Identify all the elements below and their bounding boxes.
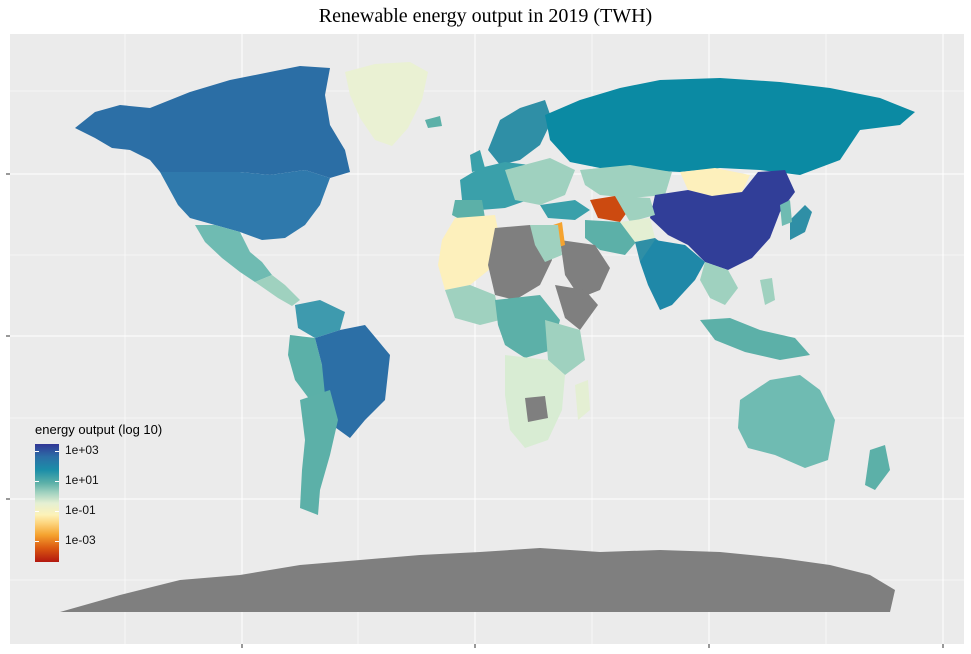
region-china bbox=[650, 170, 795, 270]
region-philippines bbox=[760, 278, 775, 305]
map-title: Renewable energy output in 2019 (TWH) bbox=[318, 5, 653, 27]
legend-tick-label: 1e+01 bbox=[65, 473, 99, 487]
region-antarctica bbox=[60, 548, 895, 612]
region-afghanistan bbox=[620, 218, 655, 242]
region-north-africa-west bbox=[438, 215, 500, 290]
region-scandinavia bbox=[488, 100, 552, 165]
region-turkey bbox=[540, 200, 590, 220]
region-peru-bolivia bbox=[288, 335, 330, 400]
legend-title: energy output (log 10) bbox=[35, 422, 163, 437]
region-arabia bbox=[560, 240, 610, 298]
region-iceland bbox=[425, 116, 442, 128]
region-central-america bbox=[255, 275, 300, 306]
region-australia bbox=[738, 375, 835, 468]
region-horn-of-africa bbox=[555, 285, 598, 330]
region-colombia-venezuela bbox=[295, 300, 345, 338]
region-mexico bbox=[195, 225, 272, 282]
legend-tick-label: 1e-03 bbox=[65, 533, 96, 547]
region-east-africa bbox=[545, 320, 585, 375]
axis-ticks bbox=[6, 173, 944, 648]
region-southern-cone bbox=[300, 390, 338, 515]
region-mongolia bbox=[680, 168, 750, 196]
legend-tick-label: 1e+03 bbox=[65, 443, 99, 457]
region-uk bbox=[470, 150, 485, 172]
region-greenland bbox=[345, 62, 428, 146]
region-russia bbox=[545, 78, 915, 175]
region-eastern-europe bbox=[505, 158, 575, 205]
region-uzbek-tajik bbox=[615, 196, 655, 222]
region-usa bbox=[160, 170, 330, 240]
region-central-africa bbox=[495, 295, 560, 358]
legend-tick-label: 1e-01 bbox=[65, 503, 96, 517]
region-india bbox=[640, 240, 705, 310]
region-indonesia bbox=[700, 318, 810, 360]
region-zimbabwe bbox=[525, 396, 548, 422]
region-iran bbox=[585, 220, 638, 255]
legend: energy output (log 10) 1e+03 1e+01 1e-01… bbox=[33, 422, 193, 572]
legend-colorbar bbox=[35, 444, 59, 562]
region-egypt bbox=[530, 225, 562, 262]
region-madagascar bbox=[575, 380, 590, 420]
region-korea bbox=[780, 200, 792, 226]
region-japan bbox=[790, 205, 812, 240]
region-alaska bbox=[75, 105, 150, 160]
region-west-africa bbox=[445, 285, 500, 325]
region-canada bbox=[150, 66, 350, 178]
region-new-zealand bbox=[865, 445, 890, 490]
region-kazakhstan bbox=[580, 165, 672, 198]
region-southeast-asia bbox=[700, 262, 738, 305]
